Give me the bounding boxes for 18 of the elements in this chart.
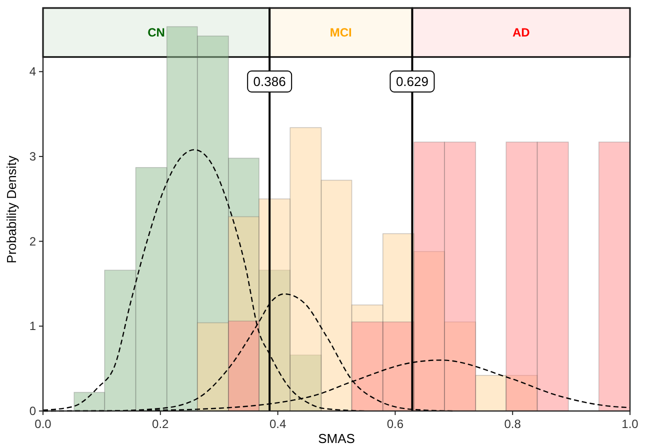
ref-line-label: 0.629 (396, 74, 428, 89)
y-tick-label: 3 (29, 149, 36, 164)
x-tick-label: 0.2 (152, 417, 170, 431)
y-tick-label: 1 (29, 319, 36, 334)
y-tick-label: 0 (29, 404, 36, 418)
x-axis-title: SMAS (318, 431, 356, 446)
x-tick-label: 0.4 (269, 417, 286, 431)
band-label: CN (148, 26, 165, 40)
x-tick-label: 0.6 (386, 417, 404, 431)
y-tick-label: 2 (29, 234, 36, 248)
y-axis-title: Probability Density (4, 155, 19, 264)
x-tick-label: 0.0 (34, 417, 52, 431)
x-tick-label: 0.8 (504, 417, 522, 431)
band-label: AD (512, 26, 530, 40)
ref-line-label: 0.386 (253, 74, 286, 89)
x-tick-label: 1.0 (622, 417, 639, 431)
y-tick-label: 4 (29, 64, 36, 79)
band-label: MCI (330, 26, 352, 40)
